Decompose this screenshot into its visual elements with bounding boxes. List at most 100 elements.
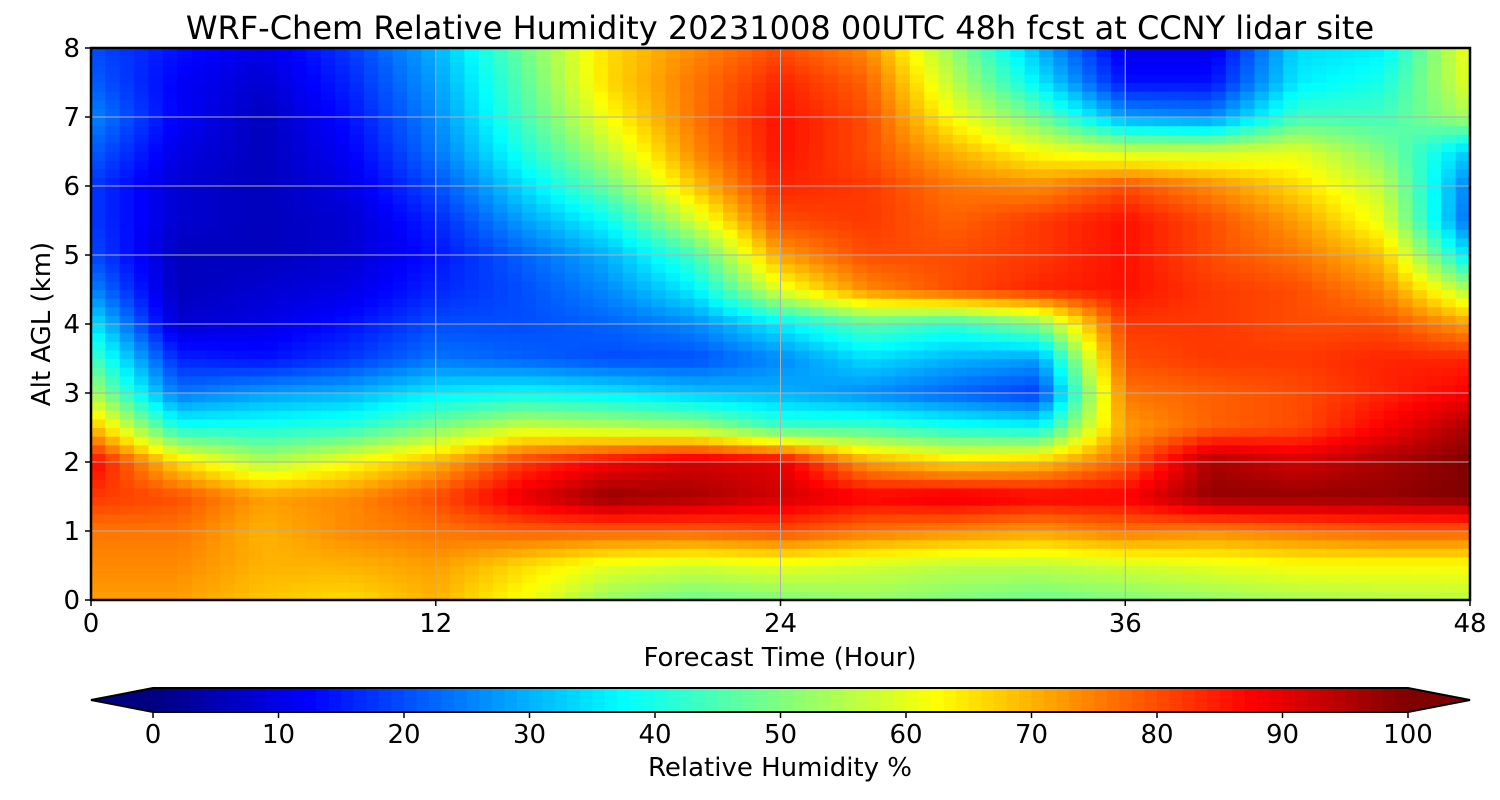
heatmap-cell xyxy=(1197,168,1213,178)
heatmap-cell xyxy=(205,375,221,385)
heatmap-cell xyxy=(507,470,523,480)
heatmap-cell xyxy=(1053,289,1069,299)
heatmap-cell xyxy=(924,134,940,144)
heatmap-cell xyxy=(263,375,279,385)
heatmap-cell xyxy=(134,427,150,437)
heatmap-cell xyxy=(679,108,695,118)
heatmap-cell xyxy=(320,358,336,368)
heatmap-cell xyxy=(191,73,207,84)
heatmap-cell xyxy=(119,315,135,325)
heatmap-cell xyxy=(766,436,782,446)
heatmap-cell xyxy=(866,384,882,394)
heatmap-cell xyxy=(1139,539,1155,549)
heatmap-cell xyxy=(493,462,509,472)
heatmap-cell xyxy=(1197,522,1213,532)
heatmap-cell xyxy=(134,108,150,118)
heatmap-cell xyxy=(708,496,724,506)
heatmap-cell xyxy=(205,393,221,403)
heatmap-cell xyxy=(895,142,911,153)
heatmap-cell xyxy=(1110,177,1126,187)
heatmap-cell xyxy=(938,315,954,325)
heatmap-cell xyxy=(421,522,437,532)
heatmap-cell xyxy=(91,332,106,342)
heatmap-cell xyxy=(737,505,753,515)
heatmap-cell xyxy=(1168,591,1184,600)
heatmap-cell xyxy=(191,324,207,334)
heatmap-cell xyxy=(134,341,150,351)
heatmap-cell xyxy=(378,539,394,549)
heatmap-cell xyxy=(1125,237,1141,247)
heatmap-cell xyxy=(794,418,810,429)
heatmap-cell xyxy=(119,177,135,187)
heatmap-cell xyxy=(837,436,853,446)
heatmap-cell xyxy=(306,289,322,299)
heatmap-cell xyxy=(363,82,379,92)
heatmap-cell xyxy=(234,117,250,127)
heatmap-cell xyxy=(134,220,150,230)
heatmap-cell xyxy=(1168,384,1184,394)
heatmap-cell xyxy=(249,375,264,385)
heatmap-cell xyxy=(1082,203,1098,213)
heatmap-cell xyxy=(234,513,250,523)
heatmap-cell xyxy=(234,565,250,575)
heatmap-cell xyxy=(608,556,624,567)
heatmap-cell xyxy=(1053,194,1069,204)
heatmap-cell xyxy=(148,496,164,506)
heatmap-cell xyxy=(837,108,853,118)
heatmap-cell xyxy=(263,470,279,480)
heatmap-cell xyxy=(450,453,466,463)
heatmap-cell xyxy=(952,393,968,403)
heatmap-cell xyxy=(593,306,609,316)
heatmap-cell xyxy=(536,82,552,92)
heatmap-cell xyxy=(636,298,652,308)
heatmap-cell xyxy=(1125,298,1141,308)
heatmap-cell xyxy=(593,194,609,204)
heatmap-cell xyxy=(651,375,667,385)
heatmap-cell xyxy=(1168,375,1184,385)
heatmap-cell xyxy=(837,496,853,506)
heatmap-cell xyxy=(751,487,767,498)
heatmap-cell xyxy=(924,505,940,515)
heatmap-cell xyxy=(105,125,121,135)
heatmap-cell xyxy=(679,82,695,92)
heatmap-cell xyxy=(938,246,954,256)
heatmap-cell xyxy=(392,272,408,282)
heatmap-cell xyxy=(579,487,595,498)
heatmap-cell xyxy=(292,358,308,368)
heatmap-cell xyxy=(335,410,351,420)
heatmap-cell xyxy=(105,453,121,463)
heatmap-cell xyxy=(148,462,164,472)
heatmap-cell xyxy=(967,117,983,127)
heatmap-cell xyxy=(1139,82,1155,92)
heatmap-cell xyxy=(981,99,997,109)
heatmap-cell xyxy=(1096,263,1112,273)
heatmap-cell xyxy=(995,427,1011,437)
heatmap-cell xyxy=(91,91,106,101)
heatmap-cell xyxy=(665,487,681,498)
heatmap-cell xyxy=(952,513,968,523)
heatmap-cell xyxy=(205,82,221,92)
heatmap-cell xyxy=(392,160,408,170)
heatmap-cell xyxy=(450,505,466,515)
heatmap-cell xyxy=(837,289,853,299)
heatmap-cell xyxy=(421,168,437,178)
heatmap-cell xyxy=(967,324,983,334)
heatmap-cell xyxy=(105,65,121,75)
heatmap-cell xyxy=(162,99,178,109)
heatmap-cell xyxy=(1168,65,1184,75)
heatmap-cell xyxy=(952,168,968,178)
heatmap-cell xyxy=(679,410,695,420)
heatmap-cell xyxy=(105,410,121,420)
heatmap-cell xyxy=(608,246,624,256)
heatmap-cell xyxy=(536,289,552,299)
heatmap-cell xyxy=(694,289,710,299)
heatmap-cell xyxy=(191,393,207,403)
heatmap-cell xyxy=(220,237,236,247)
heatmap-cell xyxy=(794,453,810,463)
heatmap-cell xyxy=(521,358,537,368)
heatmap-cell xyxy=(378,237,394,247)
heatmap-cell xyxy=(881,341,897,351)
heatmap-cell xyxy=(392,117,408,127)
heatmap-cell xyxy=(565,229,580,239)
heatmap-cell xyxy=(995,203,1011,213)
